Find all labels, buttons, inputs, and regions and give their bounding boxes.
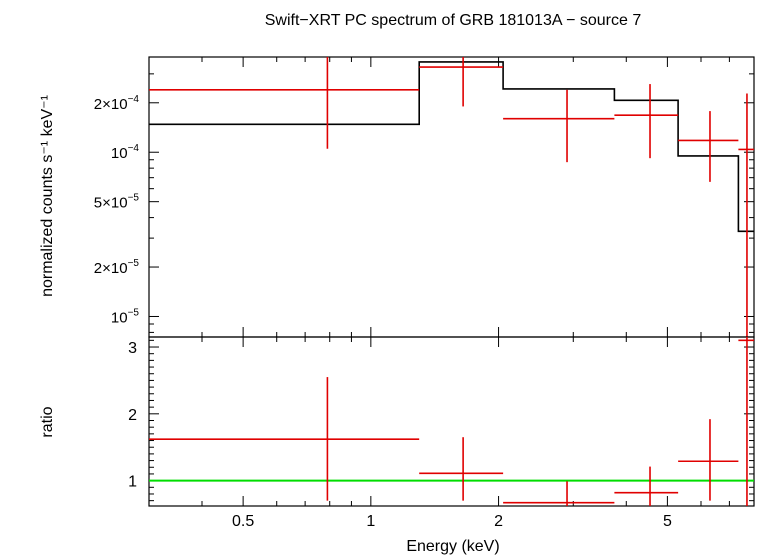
top-panel-y-label: normalized counts s⁻¹ keV⁻¹ [39, 95, 56, 297]
data-point [503, 89, 615, 163]
x-tick-label: 0.5 [232, 513, 254, 530]
x-tick-label: 5 [663, 513, 672, 530]
panel-ratio: 1 2 3 0.5 1 2 5 [128, 336, 755, 530]
y-tick-label: 10−5 [111, 307, 140, 326]
panel-frame-ratio [148, 336, 755, 507]
bottom-panel-y-label: ratio [39, 406, 56, 437]
x-tick-label: 2 [494, 513, 503, 530]
data-point [419, 437, 504, 501]
y-tick-label: 2×10−5 [94, 258, 140, 277]
data-point [149, 57, 420, 149]
data-point [419, 57, 504, 107]
y-tick-label: 2×10−4 [94, 94, 140, 113]
data-point [149, 377, 420, 501]
data-point [678, 419, 739, 501]
data-point [614, 466, 679, 506]
chart-title: Swift−XRT PC spectrum of GRB 181013A − s… [265, 12, 642, 29]
data-point [738, 337, 754, 506]
data-point [614, 84, 679, 159]
y-tick-label: 1 [128, 474, 137, 491]
model-step-line [149, 61, 754, 233]
data-point [678, 111, 739, 182]
y-tick-label: 5×10−5 [94, 193, 140, 212]
y-tick-label: 2 [128, 407, 137, 424]
data-point [503, 481, 615, 506]
panel-frame-spectrum [148, 56, 755, 338]
y-tick-label: 10−4 [111, 143, 140, 162]
panel-spectrum: 10−5 2×10−5 5×10−5 10−4 2×10−4 [94, 56, 755, 338]
y-tick-label: 3 [128, 340, 137, 357]
x-tick-label: 1 [366, 513, 375, 530]
plot-layer: 10−5 2×10−5 5×10−5 10−4 2×10−4 1 2 3 0.5 1 2 5 [94, 56, 755, 530]
x-axis-label: Energy (keV) [406, 538, 499, 555]
data-point [738, 93, 754, 337]
